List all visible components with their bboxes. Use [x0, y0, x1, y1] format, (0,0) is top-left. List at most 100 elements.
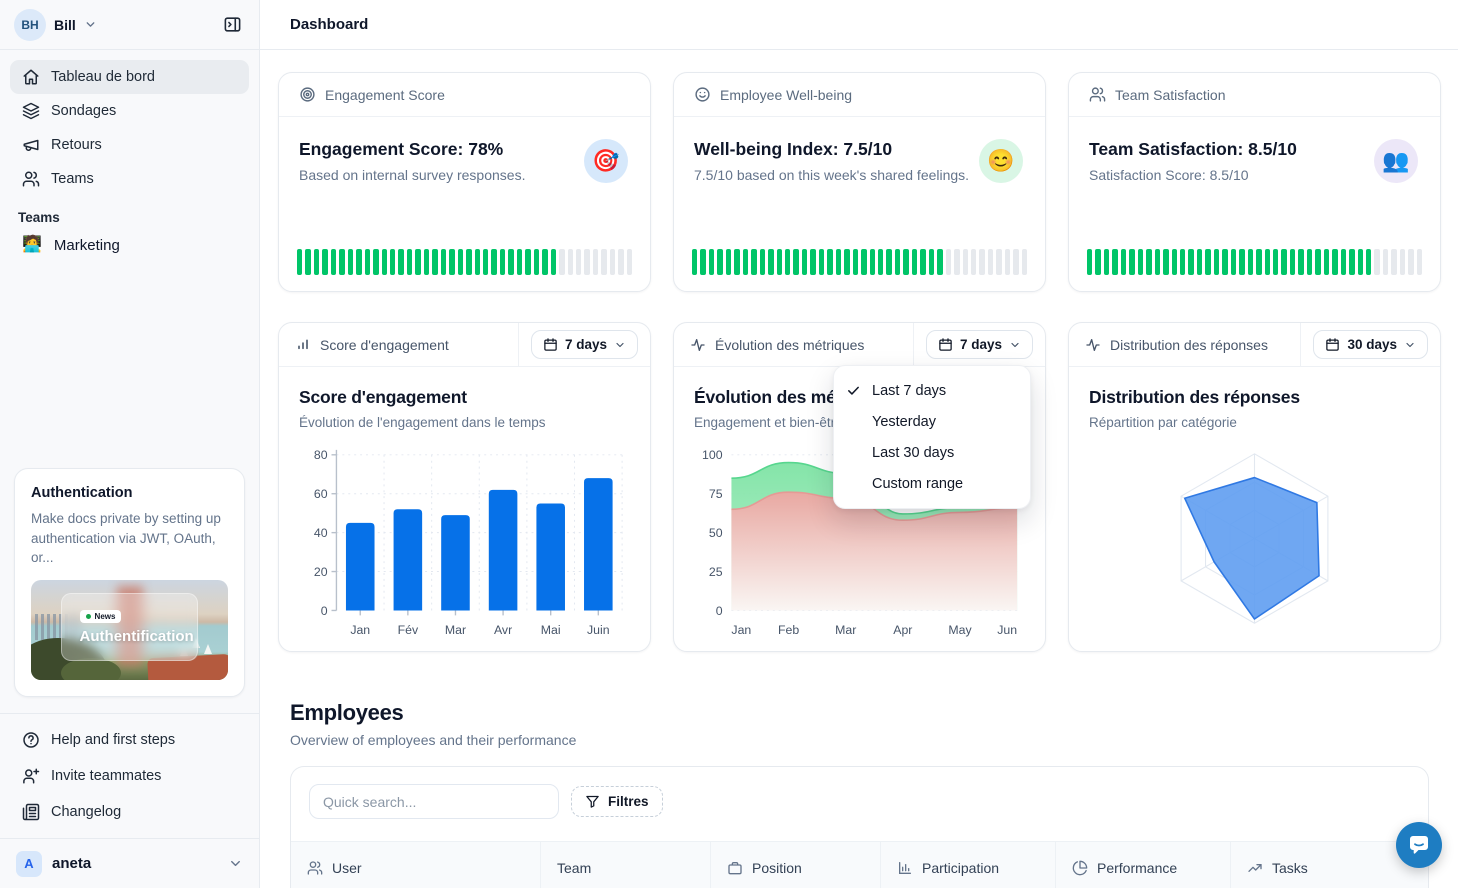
panel-toggle-icon: [224, 17, 240, 32]
date-range-button[interactable]: 7 days: [530, 330, 638, 359]
chart-subtitle: Engagement et bien-être: [694, 415, 843, 430]
sidebar-collapse-button[interactable]: [217, 10, 247, 40]
users-icon: [1089, 87, 1106, 102]
svg-text:60: 60: [314, 487, 328, 501]
chevron-down-icon: [616, 342, 624, 347]
sidebar-item-label: Tableau de bord: [51, 69, 155, 85]
employees-table-card: Filtres User Team Position: [290, 766, 1429, 888]
dart-emoji-icon: 🎯: [584, 139, 628, 183]
chart-subtitle: Répartition par catégorie: [1089, 415, 1237, 430]
filters-label: Filtres: [608, 794, 649, 809]
page-title: Dashboard: [290, 16, 369, 33]
sidebar-item-tableau-de-bord[interactable]: Tableau de bord: [10, 60, 249, 94]
sidebar-item-label: Changelog: [51, 804, 122, 820]
menu-item-label: Last 30 days: [872, 444, 955, 461]
chart-card-engagement-score: Score d'engagement 7 days Score d'engage…: [278, 322, 651, 652]
calendar-icon: [939, 338, 952, 351]
svg-text:80: 80: [314, 448, 328, 462]
date-range-button[interactable]: 7 days: [925, 330, 1033, 359]
chat-launcher-button[interactable]: [1396, 822, 1442, 868]
column-header-team[interactable]: Team: [541, 842, 711, 888]
green-dot-icon: [85, 613, 91, 619]
chevron-down-icon: [1011, 342, 1019, 347]
menu-item-custom-range[interactable]: Custom range: [834, 468, 1030, 499]
megaphone-icon: [23, 139, 39, 151]
bar-chart-icon: [899, 861, 911, 874]
sidebar-nav: Tableau de bord Sondages Retours Teams: [0, 50, 259, 196]
promo-card-authentication[interactable]: Authentication Make docs private by sett…: [14, 468, 245, 697]
menu-item-label: Custom range: [872, 475, 964, 492]
svg-text:Mar: Mar: [835, 623, 856, 637]
date-range-button[interactable]: 30 days: [1313, 330, 1428, 359]
menu-item-label: Last 7 days: [872, 382, 947, 399]
column-header-tasks[interactable]: Tasks: [1231, 842, 1428, 888]
promo-glass-overlay: News Authentification: [60, 593, 199, 661]
chart-card-header: Évolution des métriques 7 days: [674, 323, 1045, 367]
layers-icon: [22, 102, 40, 120]
sidebar-item-label: Help and first steps: [51, 732, 176, 748]
activity-icon: [1086, 338, 1100, 351]
user-menu[interactable]: BH Bill: [14, 8, 97, 41]
svg-text:Mai: Mai: [541, 623, 561, 637]
date-range-label: 7 days: [959, 337, 1002, 352]
chart-card-body: Score d'engagement Évolution de l'engage…: [279, 367, 650, 651]
teams-section-label: Teams: [18, 210, 60, 225]
column-header-performance[interactable]: Performance: [1056, 842, 1231, 888]
sidebar-item-marketing[interactable]: 🧑‍💻 Marketing: [10, 229, 249, 261]
chart-card-response-distribution: Distribution des réponses 30 days Distri…: [1068, 322, 1441, 652]
column-label: Performance: [1097, 859, 1178, 876]
svg-text:Avr: Avr: [494, 623, 512, 637]
svg-text:0: 0: [321, 604, 328, 618]
sidebar: BH Bill Tableau de bord Sondages Retours…: [0, 0, 260, 888]
menu-item-last-30-days[interactable]: Last 30 days: [834, 437, 1030, 468]
stat-title: Engagement Score: 78%: [299, 139, 504, 159]
chart-subtitle: Évolution de l'engagement dans le temps: [299, 415, 546, 430]
chart-card-header-label: Distribution des réponses: [1110, 336, 1268, 353]
menu-item-yesterday[interactable]: Yesterday: [834, 406, 1030, 437]
users-icon: [307, 860, 323, 875]
svg-text:May: May: [948, 623, 972, 637]
sidebar-item-sondages[interactable]: Sondages: [10, 94, 249, 128]
progress-bar: [692, 249, 1028, 275]
trending-up-icon: [1248, 863, 1262, 872]
chevron-down-icon: [86, 22, 95, 27]
chart-card-header: Score d'engagement 7 days: [279, 323, 650, 367]
search-input[interactable]: [309, 784, 559, 819]
page-header: Dashboard: [260, 0, 1458, 50]
chart-card-header-label: Évolution des métriques: [715, 336, 865, 353]
workspace-switcher[interactable]: A aneta: [0, 838, 259, 888]
sidebar-item-label: Sondages: [51, 103, 117, 119]
svg-text:100: 100: [702, 448, 723, 462]
stat-card-header-label: Employee Well-being: [720, 86, 853, 103]
smiley-icon: [695, 87, 710, 102]
stat-subtitle: Satisfaction Score: 8.5/10: [1089, 167, 1249, 183]
promo-image[interactable]: News Authentification: [31, 580, 228, 680]
stat-card-body: Well-being Index: 7.5/10 7.5/10 based on…: [674, 117, 1045, 291]
sidebar-item-label: Invite teammates: [51, 768, 162, 784]
svg-text:Apr: Apr: [893, 623, 912, 637]
user-plus-icon: [23, 768, 40, 784]
promo-description: Make docs private by setting up authenti…: [31, 511, 221, 566]
sidebar-item-teams[interactable]: Teams: [10, 162, 249, 196]
sidebar-item-retours[interactable]: Retours: [10, 128, 249, 162]
column-header-user[interactable]: User: [291, 842, 541, 888]
menu-item-last-7-days[interactable]: Last 7 days: [834, 375, 1030, 406]
column-header-position[interactable]: Position: [711, 842, 881, 888]
column-header-participation[interactable]: Participation: [881, 842, 1056, 888]
stats-row: Engagement Score Engagement Score: 78% B…: [278, 72, 1441, 292]
chart-card-header-label: Score d'engagement: [320, 336, 449, 353]
sidebar-item-help[interactable]: Help and first steps: [10, 722, 249, 758]
svg-text:75: 75: [709, 487, 723, 501]
chevron-down-icon: [1406, 342, 1414, 347]
sidebar-item-changelog[interactable]: Changelog: [10, 794, 249, 830]
filters-button[interactable]: Filtres: [571, 786, 663, 817]
stat-card-header: Engagement Score: [279, 73, 650, 117]
funnel-icon: [586, 795, 599, 808]
sidebar-item-invite[interactable]: Invite teammates: [10, 758, 249, 794]
progress-bar: [297, 249, 633, 275]
bar-chart: 0 20 40 60 80 Jan Fév Mar Avr Mai Juin: [299, 440, 630, 643]
avatar: BH: [14, 8, 46, 41]
svg-text:Mar: Mar: [445, 623, 466, 637]
table-toolbar: Filtres: [291, 767, 1428, 819]
technologist-emoji-icon: 🧑‍💻: [22, 236, 42, 253]
